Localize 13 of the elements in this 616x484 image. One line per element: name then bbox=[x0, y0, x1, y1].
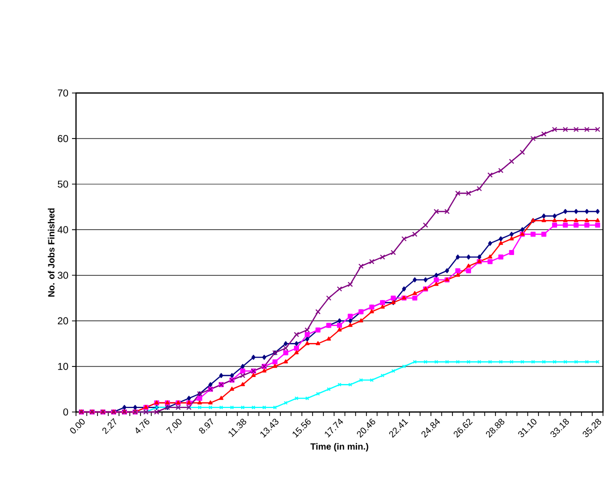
x-tick-label: 4.76 bbox=[136, 418, 150, 434]
y-tick-label: 60 bbox=[58, 135, 68, 142]
x-tick-label: 7.00 bbox=[166, 418, 182, 434]
y-axis-title: No. of Jobs Finished bbox=[48, 208, 54, 297]
y-tick-label: 70 bbox=[58, 89, 68, 97]
y-tick-label: 30 bbox=[58, 272, 68, 279]
y-tick-label: 10 bbox=[58, 362, 68, 370]
y-tick-label: 20 bbox=[58, 317, 68, 324]
x-axis-title: Time (in min.) bbox=[310, 443, 368, 452]
y-tick-label: 50 bbox=[58, 180, 68, 188]
y-tick-label: 40 bbox=[58, 226, 68, 234]
x-tick-label: 0.00 bbox=[70, 418, 85, 434]
y-tick-label: 0 bbox=[63, 408, 68, 416]
